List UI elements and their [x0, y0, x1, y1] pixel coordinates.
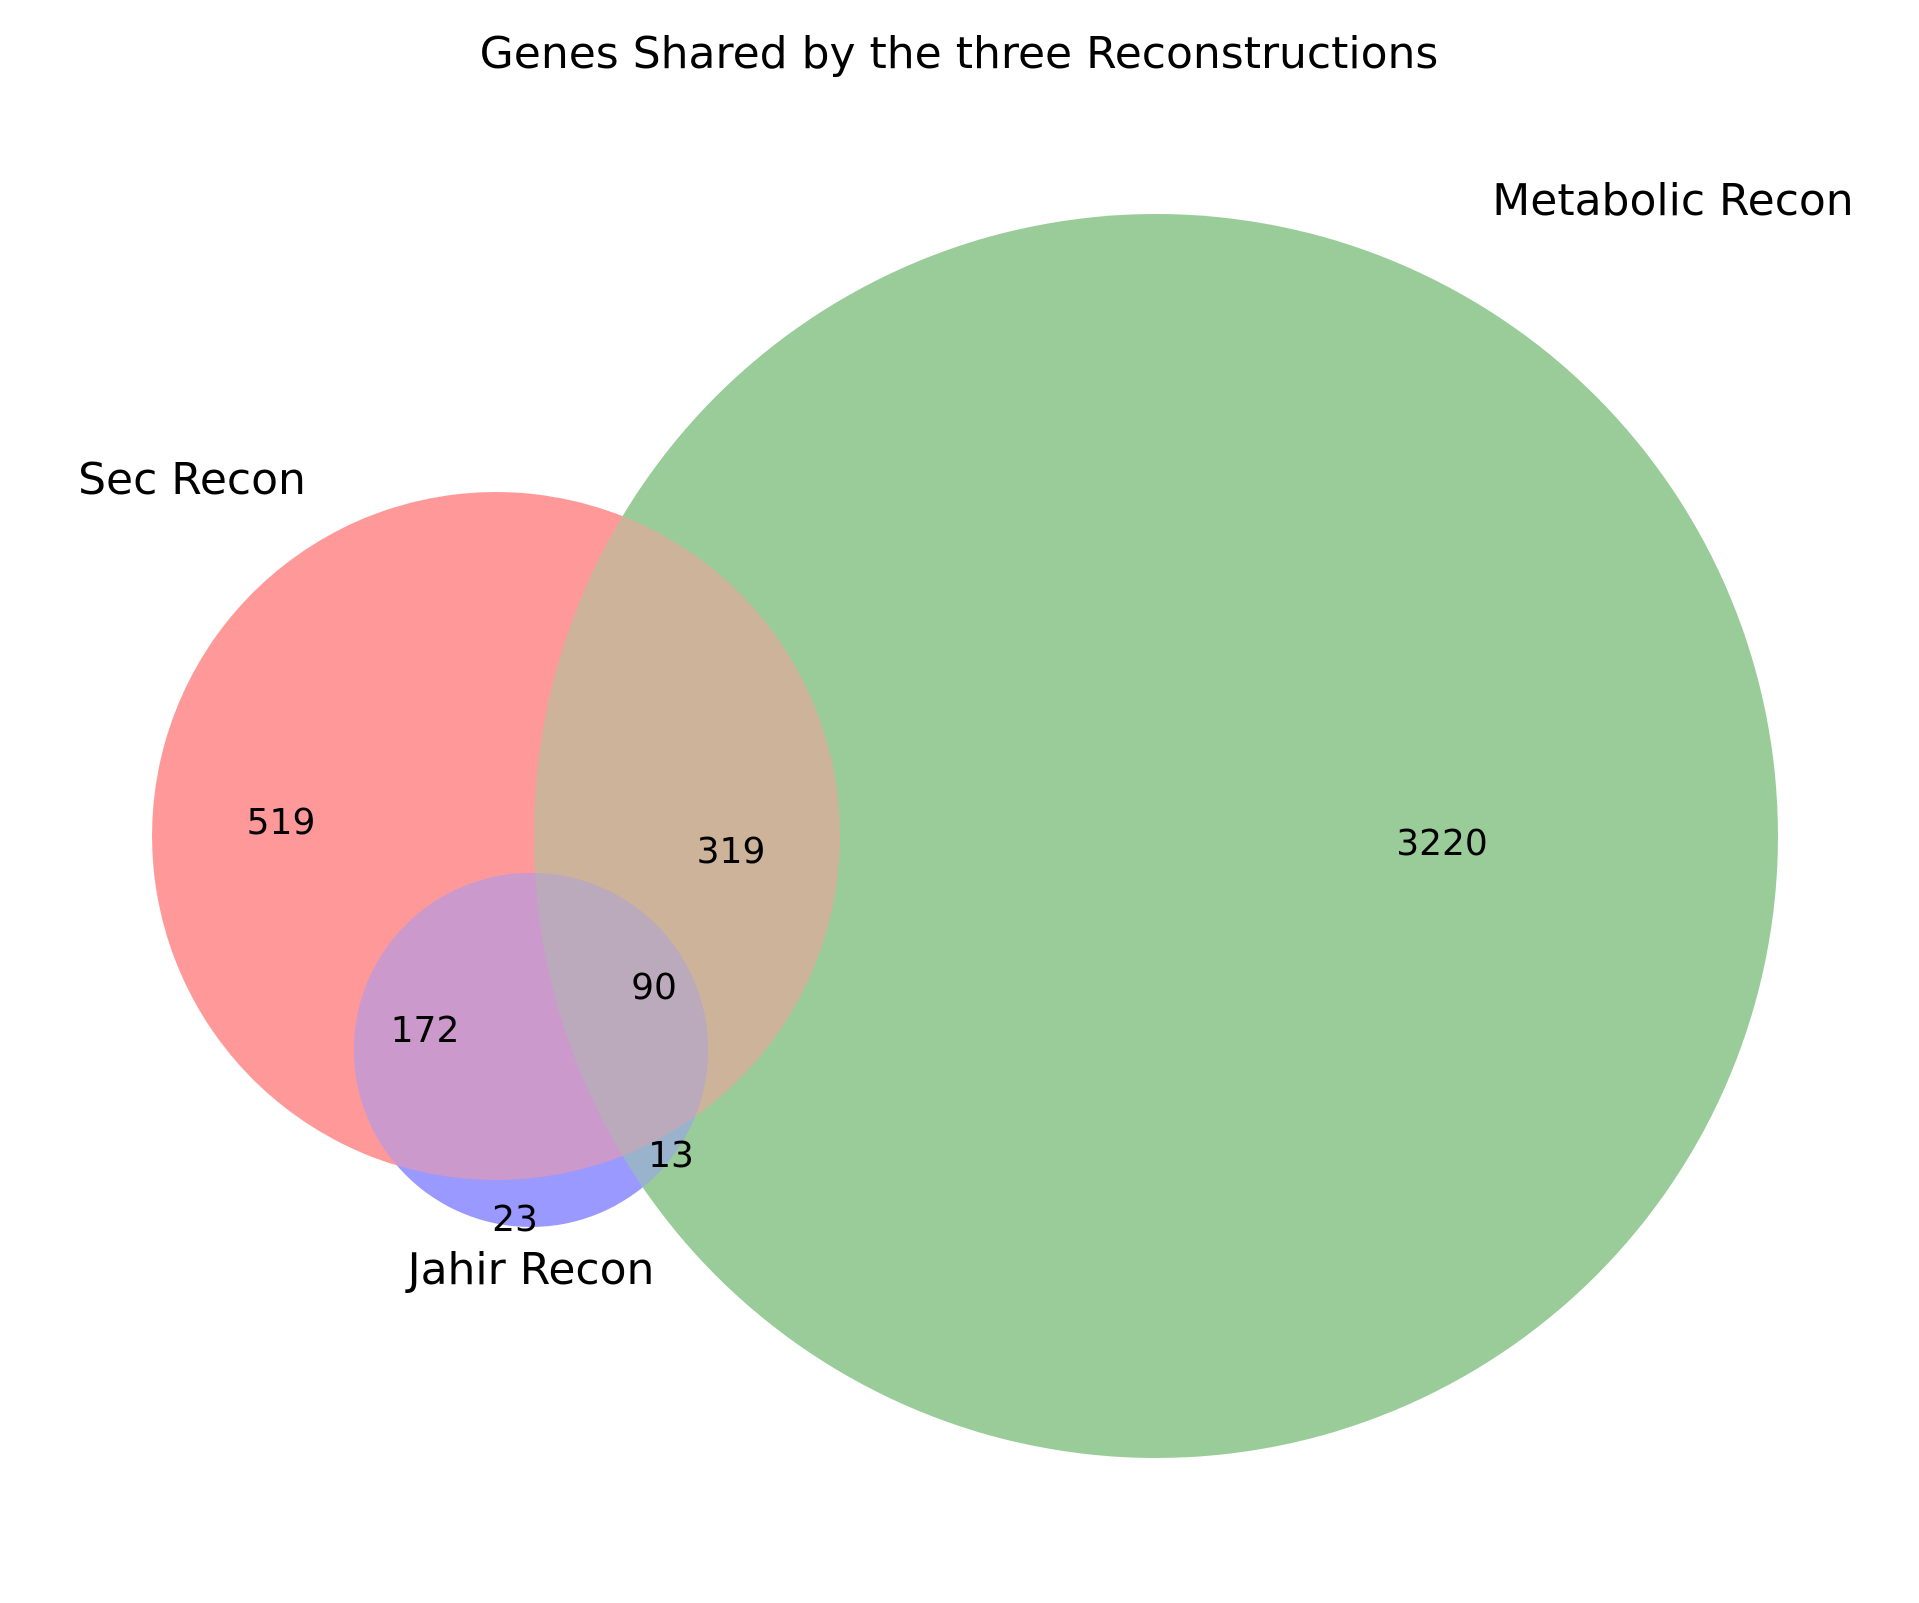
region-count-b: 3220 — [1396, 823, 1488, 864]
set-label-metabolic-recon: Metabolic Recon — [1492, 175, 1853, 226]
region-count-b-c: 13 — [648, 1135, 694, 1176]
region-count-a-c: 172 — [391, 1010, 460, 1051]
venn-region-labels: 519 3220 23 319 172 13 90 — [247, 802, 1488, 1240]
region-count-a-b: 319 — [697, 831, 766, 872]
region-count-a-b-c: 90 — [631, 967, 677, 1008]
venn-regions — [152, 214, 1778, 1458]
set-label-sec-recon: Sec Recon — [78, 454, 306, 505]
region-count-c: 23 — [492, 1199, 538, 1240]
venn-region-a-b-c — [534, 873, 708, 1180]
venn-region-shape — [534, 873, 708, 1180]
region-count-a: 519 — [247, 802, 316, 843]
set-label-jahir-recon: Jahir Recon — [405, 1244, 655, 1295]
venn-region-shape — [534, 214, 1778, 1458]
chart-title: Genes Shared by the three Reconstruction… — [480, 28, 1439, 79]
venn-set-labels: Sec Recon Metabolic Recon Jahir Recon — [78, 175, 1854, 1295]
venn-region-b — [534, 214, 1778, 1458]
